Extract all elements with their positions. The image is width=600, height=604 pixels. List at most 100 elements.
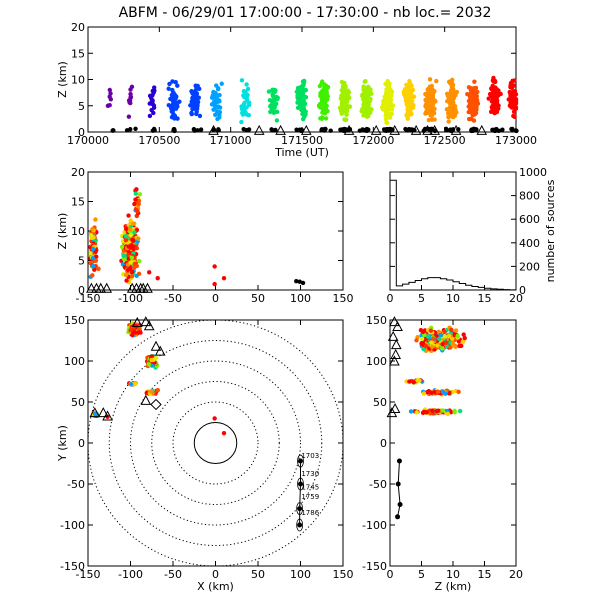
y-tick-label: -150 bbox=[362, 560, 387, 573]
source-point bbox=[93, 254, 99, 259]
x-tick-label: 170000 bbox=[67, 134, 109, 147]
source-point bbox=[191, 103, 197, 108]
source-point bbox=[266, 89, 272, 94]
source-point bbox=[221, 276, 227, 281]
source-point bbox=[269, 107, 275, 112]
storm-track-point bbox=[297, 506, 303, 512]
x-tick-label: 150 bbox=[333, 292, 354, 305]
station-triangle bbox=[429, 124, 441, 135]
source-point bbox=[318, 105, 323, 110]
y-tick-label: 20 bbox=[71, 166, 85, 179]
station-triangle bbox=[208, 124, 219, 135]
source-point bbox=[170, 95, 176, 100]
source-point bbox=[411, 379, 416, 385]
source-point bbox=[301, 98, 306, 103]
source-point bbox=[430, 108, 435, 114]
station-triangle bbox=[95, 282, 107, 293]
x-axis-label: Z (km) bbox=[435, 580, 472, 593]
source-point bbox=[462, 335, 467, 341]
y-tick-label: 20 bbox=[71, 21, 85, 34]
x-tick-label: 20 bbox=[509, 292, 523, 305]
source-point bbox=[446, 114, 451, 120]
source-point bbox=[446, 333, 452, 339]
source-point bbox=[96, 266, 101, 272]
source-point bbox=[456, 389, 461, 395]
source-point bbox=[136, 236, 141, 241]
x-tick-label: 171500 bbox=[281, 134, 323, 147]
source-point bbox=[212, 103, 218, 108]
source-point bbox=[129, 255, 135, 260]
station-triangle bbox=[390, 339, 402, 350]
station-triangle bbox=[143, 320, 155, 331]
source-point bbox=[320, 95, 326, 101]
source-point bbox=[455, 333, 460, 339]
source-point bbox=[429, 344, 435, 350]
station-triangle bbox=[154, 345, 166, 356]
source-point bbox=[122, 229, 127, 235]
source-point bbox=[149, 357, 154, 363]
source-point bbox=[457, 343, 462, 349]
source-point bbox=[136, 198, 142, 204]
source-point bbox=[88, 251, 93, 256]
source-point bbox=[420, 329, 426, 335]
figure-title: ABFM - 06/29/01 17:00:00 - 17:30:00 - nb… bbox=[119, 5, 492, 21]
source-point bbox=[414, 410, 420, 415]
source-point bbox=[270, 103, 276, 109]
source-point bbox=[131, 238, 136, 243]
y-tick-label: 150 bbox=[64, 314, 85, 327]
x-tick-label: 170500 bbox=[138, 134, 180, 147]
source-point bbox=[443, 340, 449, 346]
station-triangle bbox=[97, 407, 109, 418]
source-point bbox=[472, 107, 477, 112]
plan-view-panel: -150 -100 -50 0 50 100 150 -150 -100 -50 0 50 100 150… bbox=[56, 314, 354, 593]
source-point bbox=[169, 106, 175, 111]
source-point bbox=[299, 86, 305, 92]
source-point bbox=[425, 334, 431, 339]
source-point bbox=[295, 85, 301, 91]
source-point bbox=[294, 89, 300, 95]
station-triangle bbox=[102, 410, 113, 421]
source-point bbox=[129, 273, 135, 279]
source-point bbox=[342, 105, 348, 110]
source-point bbox=[508, 103, 514, 108]
source-point bbox=[107, 87, 112, 93]
source-point bbox=[383, 113, 388, 118]
source-point bbox=[385, 94, 391, 99]
ground-point bbox=[341, 127, 347, 133]
source-point bbox=[217, 112, 222, 118]
source-point bbox=[446, 95, 452, 101]
x-tick-label: 50 bbox=[251, 292, 265, 305]
source-point bbox=[130, 269, 135, 275]
station-triangle bbox=[343, 124, 355, 135]
y-tick-label: 10 bbox=[71, 225, 85, 238]
source-point bbox=[90, 263, 96, 269]
source-point bbox=[492, 94, 498, 99]
source-point bbox=[472, 86, 477, 91]
source-point bbox=[428, 328, 434, 333]
source-point bbox=[447, 101, 453, 106]
source-point bbox=[338, 108, 344, 114]
ground-point bbox=[300, 280, 306, 286]
source-point bbox=[490, 97, 496, 103]
source-point bbox=[298, 97, 303, 103]
source-point bbox=[193, 97, 198, 102]
ground-point bbox=[273, 127, 278, 133]
station-triangle bbox=[389, 124, 401, 135]
source-point bbox=[217, 105, 223, 110]
storm-track-line bbox=[299, 461, 301, 525]
source-point bbox=[421, 391, 427, 396]
y-tick-label: 0 bbox=[78, 437, 85, 450]
storm-track-point bbox=[395, 481, 401, 487]
source-point bbox=[426, 110, 432, 115]
source-point bbox=[387, 111, 392, 117]
y-tick-label: 10 bbox=[71, 74, 85, 87]
source-point bbox=[450, 83, 455, 89]
source-point bbox=[452, 112, 458, 118]
x-tick-label: 10 bbox=[446, 292, 460, 305]
x-tick-label: 172000 bbox=[352, 134, 394, 147]
source-point bbox=[133, 191, 139, 196]
source-point bbox=[472, 79, 477, 84]
source-point bbox=[107, 94, 112, 99]
